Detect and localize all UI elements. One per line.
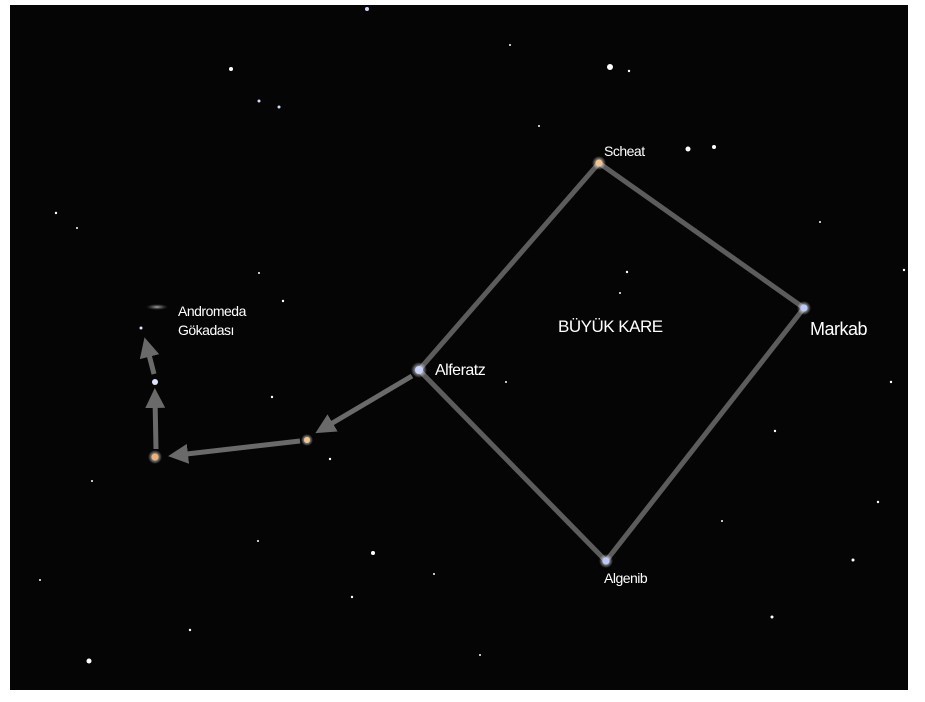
star-label: Alferatz	[435, 362, 486, 379]
galaxy-label: Gökadası	[178, 322, 234, 338]
star-label: Markab	[810, 319, 868, 339]
asterism-label: BÜYÜK KARE	[558, 317, 663, 336]
star-map: Scheat Markab Alferatz Algenib BÜYÜK KAR…	[0, 0, 925, 702]
andromeda-galaxy	[146, 304, 168, 310]
galaxy-label: Andromeda	[178, 303, 247, 319]
page: Scheat Markab Alferatz Algenib BÜYÜK KAR…	[0, 0, 925, 702]
star-label: Algenib	[604, 570, 648, 586]
star-label: Scheat	[604, 143, 645, 159]
